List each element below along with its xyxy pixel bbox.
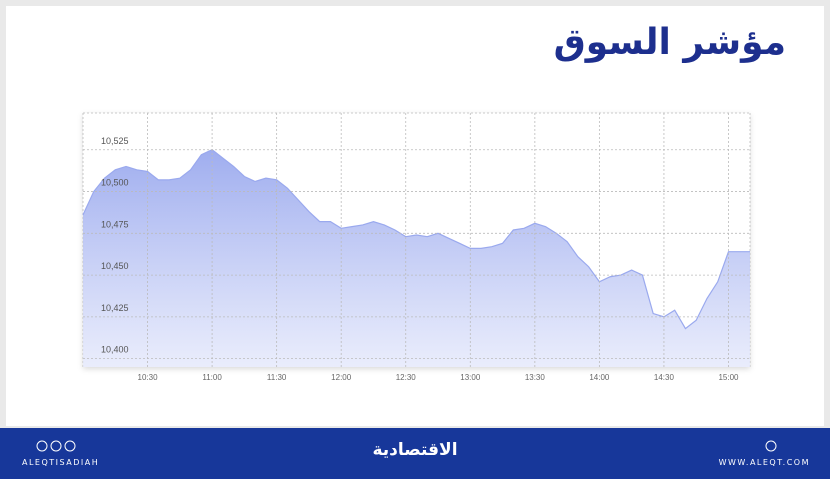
chart-title: مؤشر السوق [553,22,786,63]
y-tick-label: 10,450 [101,261,129,271]
chart: 10,400 10,425 10,450 10,475 10,500 10,525 10:3… [82,112,751,382]
area [83,149,750,367]
x-tick-label: 14:00 [589,373,610,382]
x-tick-label: 12:00 [331,373,352,382]
x-tick-label: 11:30 [267,373,287,382]
footer: ALEQTISADIAH الاقتصادية WWW.ALEQT.COM [0,428,830,479]
footer-website: WWW.ALEQT.COM [718,458,810,467]
web-icon [765,440,777,452]
y-tick-label: 10,500 [101,178,129,188]
x-tick-label: 10:30 [138,373,159,382]
x-tick-label: 13:00 [460,373,481,382]
social-icons [36,440,76,452]
x-tick-label: 14:30 [654,373,675,382]
footer-handle: ALEQTISADIAH [22,458,100,467]
x-tick-label: 11:00 [202,373,222,382]
line [82,149,750,330]
x-tick-label: 13:30 [525,373,546,382]
y-tick-label: 10,425 [101,303,129,313]
y-tick-label: 10,525 [101,136,129,146]
y-tick-label: 10,475 [101,219,129,229]
x-tick-label: 15:00 [718,373,739,382]
y-tick-label: 10,400 [101,345,129,355]
footer-brand: الاقتصادية [372,440,458,460]
x-tick-label: 12:30 [396,373,417,382]
